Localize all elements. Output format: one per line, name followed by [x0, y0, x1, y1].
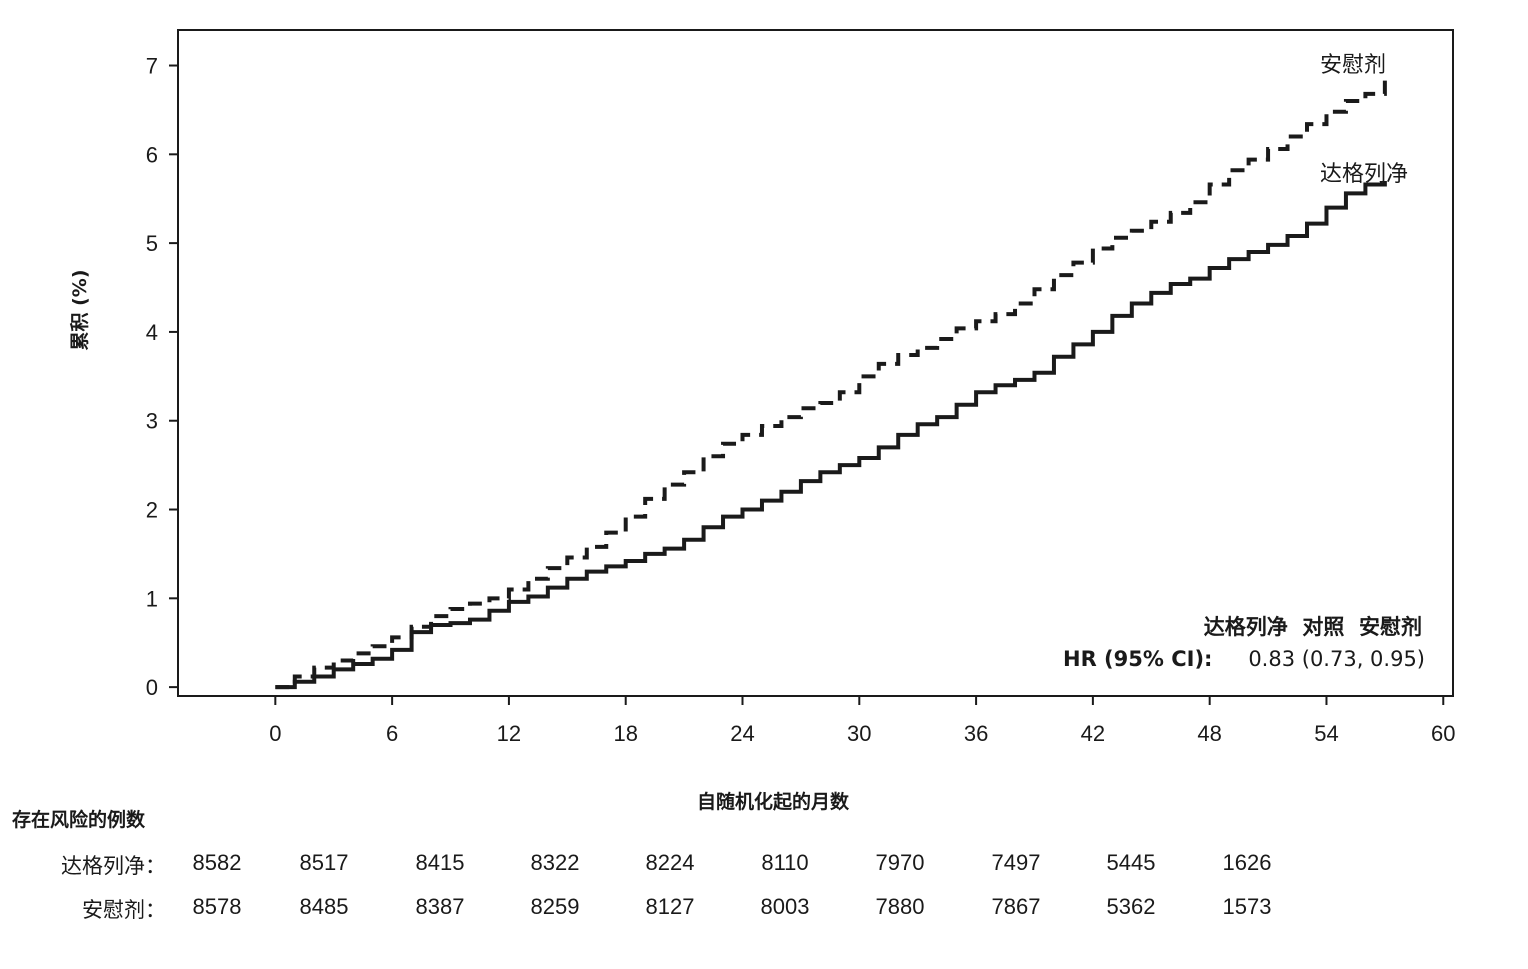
series-layer	[275, 74, 1387, 690]
x-tick-label: 36	[964, 721, 988, 746]
series-label-dapagliflozin: 达格列净	[1320, 162, 1408, 187]
risk-cell: 5445	[1106, 850, 1156, 875]
risk-cell: 8517	[299, 850, 349, 875]
hr-value: 0.83 (0.73, 0.95)	[1248, 647, 1425, 671]
risk-cell: 5362	[1106, 894, 1156, 919]
series-label-placebo: 安慰剂	[1320, 53, 1386, 78]
hr-comparison-label: 达格列净 对照 安慰剂	[1204, 615, 1422, 639]
risk-row-label: 安慰剂：	[82, 898, 166, 922]
risk-cell: 8224	[645, 850, 695, 875]
risk-cell: 8322	[530, 850, 580, 875]
risk-row-label: 达格列净：	[61, 854, 166, 878]
x-tick-label: 54	[1314, 721, 1338, 746]
x-tick-label: 12	[497, 721, 521, 746]
series-line-placebo	[275, 74, 1387, 690]
x-tick-label: 24	[730, 721, 754, 746]
risk-cell: 1626	[1222, 850, 1272, 875]
y-tick-label: 3	[146, 409, 158, 434]
x-tick-label: 48	[1197, 721, 1221, 746]
risk-cell: 8259	[530, 894, 580, 919]
risk-cell: 1573	[1222, 894, 1272, 919]
risk-cell: 7970	[875, 850, 925, 875]
hr-label: HR (95% CI):	[1063, 647, 1212, 671]
x-tick-label: 18	[613, 721, 637, 746]
risk-cell: 7867	[991, 894, 1041, 919]
series-line-dapagliflozin	[275, 180, 1387, 690]
risk-cell: 8485	[299, 894, 349, 919]
risk-row-placebo: 安慰剂： 8578 8485 8387 8259 8127 8003 7880 …	[0, 894, 1528, 924]
plot-frame	[177, 29, 1454, 697]
y-tick-label: 2	[146, 498, 158, 523]
risk-cell: 8415	[415, 850, 465, 875]
x-tick-label: 30	[847, 721, 871, 746]
x-axis-title: 自随机化起的月数	[697, 790, 850, 813]
y-axis-title: 累积 (%)	[69, 269, 91, 350]
x-tick-label: 42	[1081, 721, 1105, 746]
risk-cell: 8387	[415, 894, 465, 919]
x-axis: 0 6 12 18 24 30 36 42 48 54 60	[269, 696, 1456, 746]
risk-row-dapagliflozin: 达格列净： 8582 8517 8415 8322 8224 8110 7970…	[0, 850, 1528, 880]
y-tick-label: 5	[146, 231, 158, 256]
y-tick-label: 7	[146, 54, 158, 79]
x-tick-label: 60	[1431, 721, 1455, 746]
risk-cell: 8003	[760, 894, 810, 919]
y-axis: 0 1 2 3 4 5 6 7	[146, 54, 178, 700]
y-tick-label: 0	[146, 675, 158, 700]
y-tick-label: 4	[146, 320, 158, 345]
risk-cell: 8110	[761, 850, 809, 875]
x-tick-label: 6	[386, 721, 398, 746]
risk-cell: 8127	[645, 894, 695, 919]
risk-cell: 8582	[192, 850, 242, 875]
y-tick-label: 6	[146, 142, 158, 167]
risk-cell: 7497	[991, 850, 1041, 875]
risk-cell: 8578	[192, 894, 242, 919]
y-tick-label: 1	[146, 586, 158, 611]
risk-table-title: 存在风险的例数	[12, 809, 146, 831]
risk-cell: 7880	[875, 894, 925, 919]
x-tick-label: 0	[269, 721, 281, 746]
